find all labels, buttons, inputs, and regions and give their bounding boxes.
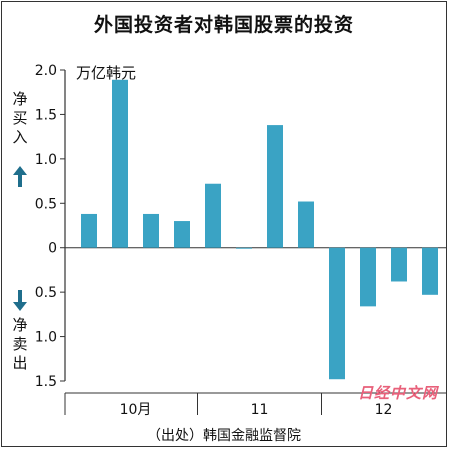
- bar-12-4: [422, 247, 438, 295]
- y-tick-label: 0.5: [35, 285, 57, 301]
- y-tick-label: 2.0: [35, 63, 57, 79]
- y-tick-label: 1.5: [35, 107, 57, 123]
- y-tick-label: 0.5: [35, 196, 57, 212]
- down-arrow-icon: [13, 290, 27, 311]
- month-label: 12: [375, 402, 393, 418]
- bar-10月-3: [143, 213, 159, 248]
- net-sell-label: 净卖出: [12, 316, 28, 372]
- up-arrow-icon: [13, 166, 27, 187]
- bar-10月-1: [81, 213, 97, 248]
- bar-10月-2: [112, 79, 128, 248]
- y-tick-label: 1.0: [35, 152, 57, 168]
- net-buy-label: 净买入: [12, 90, 28, 146]
- y-tick-label: 1.5: [35, 374, 57, 390]
- bar-11-1: [205, 183, 221, 248]
- bar-11-4: [298, 201, 314, 248]
- chart-title: 外国投资者对韩国股票的投资: [93, 14, 354, 36]
- unit-label: 万亿韩元: [76, 64, 137, 82]
- bar-12-3: [391, 247, 407, 282]
- bar-10月-4: [174, 221, 190, 248]
- month-label: 11: [251, 402, 269, 418]
- bar-12-2: [360, 247, 376, 307]
- y-tick-label: 1.0: [35, 330, 57, 346]
- bar-12-1: [329, 247, 345, 380]
- month-label: 10月: [120, 402, 152, 418]
- source-label: （出处）韩国金融监督院: [147, 428, 301, 444]
- y-tick-label: 0: [48, 241, 57, 257]
- watermark: 日经中文网: [357, 384, 438, 402]
- bar-11-3: [267, 125, 283, 248]
- bar-11-2: [236, 247, 252, 249]
